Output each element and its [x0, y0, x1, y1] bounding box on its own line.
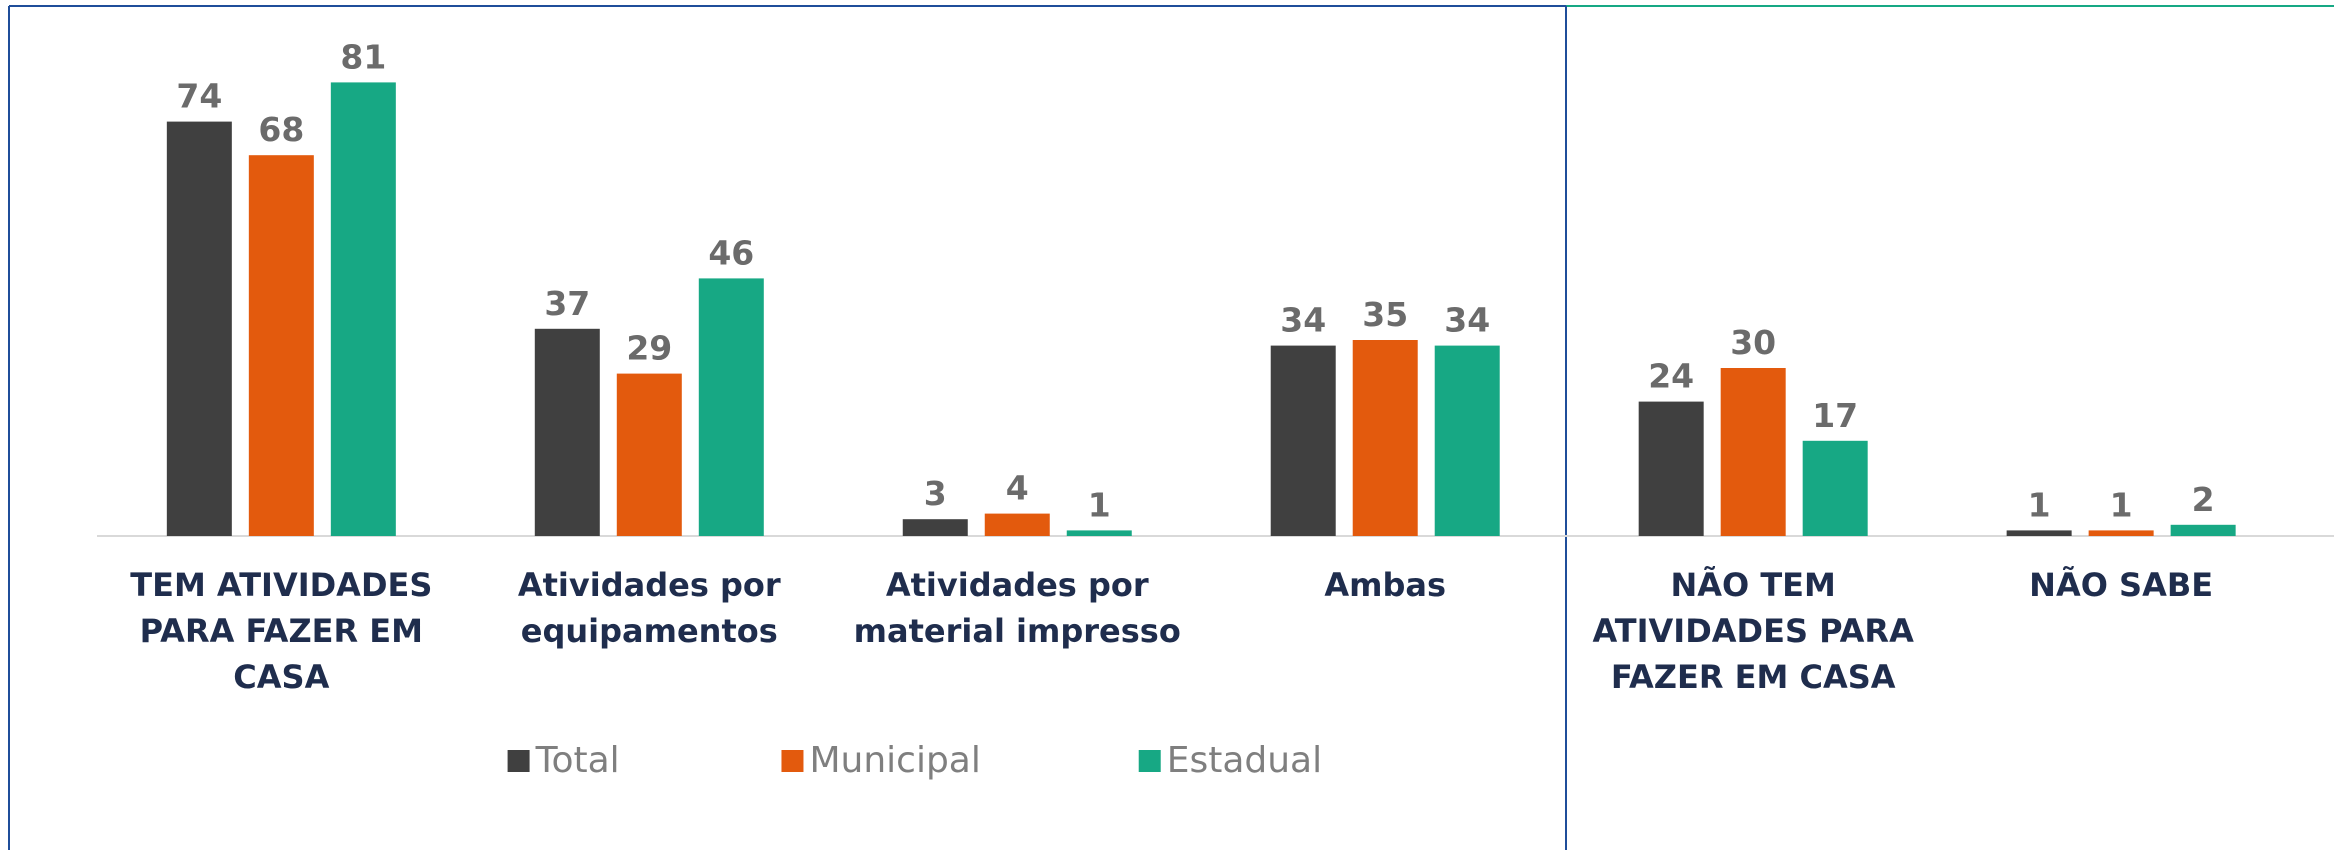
value-label: 74 — [176, 77, 222, 116]
value-label: 1 — [2110, 485, 2133, 524]
value-label: 46 — [708, 233, 754, 272]
bar — [2088, 530, 2154, 536]
category-label: NÃO SABE — [2029, 566, 2214, 604]
bar — [1434, 345, 1500, 536]
value-label: 24 — [1648, 357, 1694, 396]
value-label: 17 — [1812, 396, 1858, 435]
value-label: 1 — [1088, 485, 1111, 524]
legend-swatch — [1138, 750, 1161, 772]
value-label: 35 — [1362, 295, 1408, 334]
bar — [1270, 345, 1336, 536]
legend-swatch — [507, 750, 530, 772]
value-label: 3 — [924, 474, 947, 513]
bar — [902, 519, 968, 536]
value-label: 29 — [626, 329, 672, 368]
legend-label: Estadual — [1167, 740, 1322, 781]
legend-label: Total — [535, 740, 620, 781]
category-label: Ambas — [1324, 566, 1447, 604]
category-label: Atividades por equipamentos — [517, 566, 781, 650]
bar — [2170, 524, 2236, 536]
category-label: Atividades por material impresso — [853, 566, 1181, 650]
value-label: 68 — [258, 110, 304, 149]
bar — [1802, 440, 1868, 536]
bar — [1066, 530, 1132, 536]
bar — [984, 513, 1050, 536]
legend-label: Municipal — [809, 740, 980, 781]
value-label: 30 — [1730, 323, 1776, 362]
value-label: 4 — [1006, 469, 1029, 508]
value-label: 2 — [2192, 480, 2215, 519]
category-label: TEM ATIVIDADES PARA FAZER EM CASA — [130, 566, 433, 696]
bar — [1638, 401, 1704, 536]
bar — [248, 155, 314, 536]
bar — [330, 82, 396, 537]
value-label: 34 — [1444, 301, 1490, 340]
bar — [534, 328, 600, 536]
legend-swatch — [781, 750, 804, 772]
value-label: 1 — [2028, 485, 2051, 524]
category-label: NÃO TEM ATIVIDADES PARA FAZER EM CASA — [1592, 566, 1914, 696]
value-label: 81 — [340, 37, 386, 76]
bar — [166, 121, 232, 536]
bar — [1352, 340, 1418, 536]
bar — [1720, 368, 1786, 536]
bar — [616, 373, 682, 536]
bar — [698, 278, 764, 536]
bar — [2006, 530, 2072, 536]
value-label: 34 — [1280, 301, 1326, 340]
value-label: 37 — [544, 284, 590, 323]
